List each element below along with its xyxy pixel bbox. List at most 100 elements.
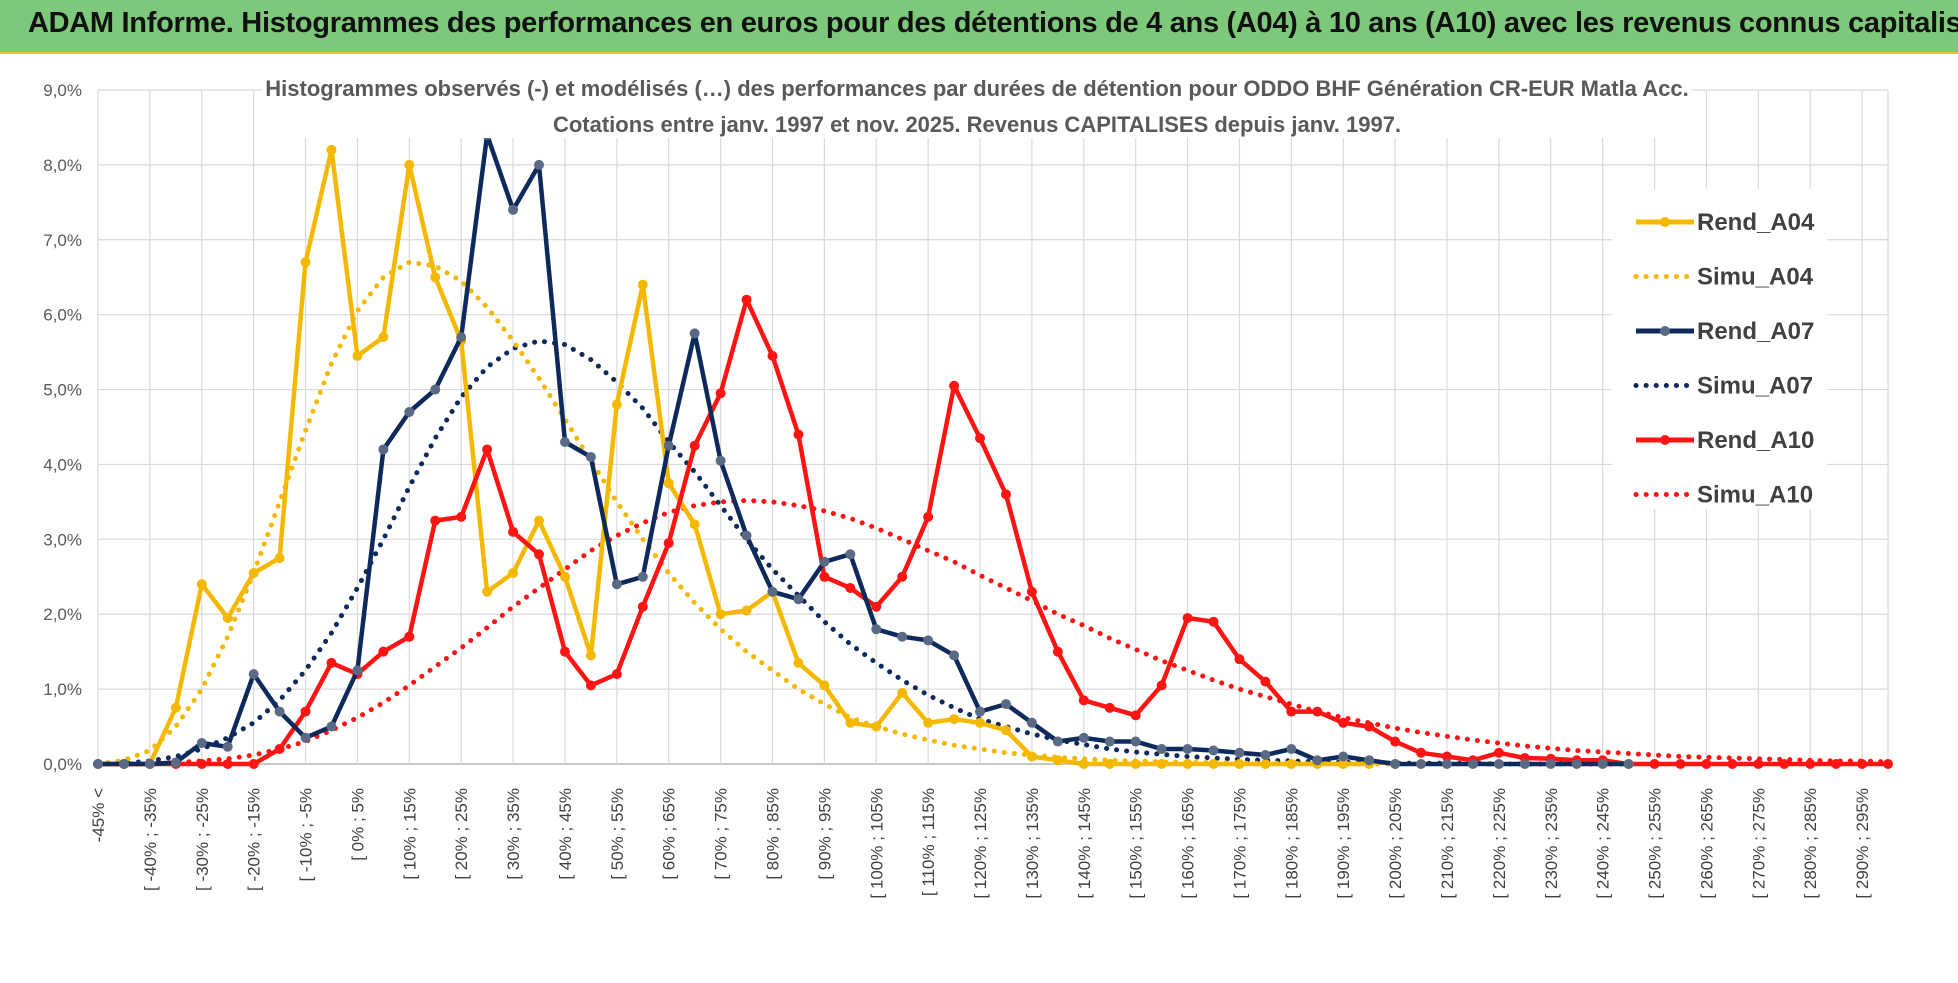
- data-point: [1649, 759, 1660, 769]
- x-tick-label: [ 110% ; 115%: [919, 788, 938, 896]
- data-point: [923, 717, 934, 728]
- x-tick-label: [ 130% ; 135%: [1023, 788, 1042, 899]
- data-point: [1182, 612, 1193, 623]
- data-point: [1260, 676, 1271, 687]
- series-line: [98, 297, 1888, 767]
- data-point: [482, 444, 493, 455]
- data-point: [1234, 654, 1245, 665]
- series-rend-a04: [93, 144, 1375, 769]
- x-tick-label: [ 220% ; 225%: [1490, 788, 1509, 899]
- data-point: [456, 332, 467, 343]
- data-point: [689, 519, 700, 530]
- data-point: [430, 515, 441, 526]
- x-tick-label: [ 290% ; 295%: [1853, 788, 1872, 899]
- data-point: [637, 571, 648, 582]
- x-tick-label: [ 170% ; 175%: [1230, 788, 1249, 899]
- data-point: [326, 144, 337, 155]
- x-tick-label: [ 70% ; 75%: [712, 788, 731, 880]
- data-point: [1234, 759, 1245, 769]
- data-point: [1000, 725, 1011, 736]
- data-point: [1026, 586, 1037, 597]
- data-point: [663, 478, 674, 489]
- data-point: [222, 741, 233, 752]
- x-tick-label: [ -20% ; -15%: [245, 788, 264, 891]
- y-tick-label: 3,0%: [43, 530, 82, 549]
- data-point: [1000, 489, 1011, 500]
- data-point: [352, 665, 363, 676]
- data-point: [897, 571, 908, 582]
- data-point: [378, 444, 389, 455]
- data-point: [170, 702, 181, 713]
- legend-marker: [1660, 435, 1670, 445]
- data-point: [741, 605, 752, 616]
- legend-item-rend-a07: Rend_A07: [1636, 318, 1814, 345]
- data-point: [274, 553, 285, 564]
- data-point: [611, 579, 622, 590]
- data-point: [118, 759, 129, 769]
- x-tick-label: [ -40% ; -35%: [141, 788, 160, 891]
- x-tick-label: -45% <: [89, 788, 108, 842]
- data-point: [1104, 736, 1115, 747]
- data-point: [404, 631, 415, 642]
- legend-box: [1612, 189, 1827, 509]
- data-point: [378, 332, 389, 343]
- legend-item-simu-a07: Simu_A07: [1633, 373, 1813, 400]
- data-point: [845, 549, 856, 560]
- data-point: [1883, 759, 1893, 769]
- data-point: [1052, 646, 1063, 657]
- data-point: [663, 538, 674, 549]
- title-banner: ADAM Informe. Histogrammes des performan…: [0, 0, 1958, 54]
- x-tick-label: [ -10% ; -5%: [297, 788, 316, 882]
- data-point: [819, 680, 830, 691]
- data-point: [1701, 759, 1712, 769]
- data-point: [196, 579, 207, 590]
- data-point: [1182, 759, 1193, 769]
- y-tick-label: 0,0%: [43, 755, 82, 774]
- data-point: [1467, 759, 1478, 769]
- data-point: [378, 646, 389, 657]
- data-point: [1597, 759, 1608, 769]
- data-point: [715, 609, 726, 620]
- data-point: [1156, 759, 1167, 769]
- data-point: [1779, 759, 1790, 769]
- data-point: [508, 204, 519, 215]
- data-point: [793, 594, 804, 605]
- data-point: [534, 515, 545, 526]
- data-point: [1364, 755, 1375, 766]
- data-point: [1286, 706, 1297, 717]
- data-point: [222, 759, 233, 769]
- series-layer: [93, 129, 1893, 769]
- legend-label: Rend_A10: [1697, 427, 1814, 454]
- data-point: [1104, 759, 1115, 769]
- data-point: [1675, 759, 1686, 769]
- data-point: [1441, 759, 1452, 769]
- data-point: [1831, 759, 1842, 769]
- data-point: [404, 407, 415, 418]
- data-point: [1156, 680, 1167, 691]
- data-point: [326, 657, 337, 668]
- data-point: [923, 635, 934, 646]
- x-tick-label: [ 30% ; 35%: [504, 788, 523, 880]
- data-point: [430, 272, 441, 283]
- data-point: [1416, 747, 1427, 758]
- data-point: [1234, 747, 1245, 758]
- data-point: [1727, 759, 1738, 769]
- x-tick-label: [ 90% ; 95%: [815, 788, 834, 880]
- data-point: [1286, 744, 1297, 755]
- data-point: [1390, 736, 1401, 747]
- y-tick-label: 1,0%: [43, 680, 82, 699]
- data-point: [689, 440, 700, 451]
- data-point: [871, 601, 882, 612]
- data-point: [1208, 745, 1219, 756]
- x-tick-label: [ 120% ; 125%: [971, 788, 990, 899]
- data-point: [1052, 755, 1063, 766]
- data-point: [845, 583, 856, 594]
- x-tick-label: [ 180% ; 185%: [1282, 788, 1301, 899]
- y-tick-label: 5,0%: [43, 381, 82, 400]
- series-line: [95, 338, 1632, 767]
- y-tick-label: 6,0%: [43, 306, 82, 325]
- data-point: [949, 380, 960, 391]
- data-point: [975, 706, 986, 717]
- legend-label: Rend_A07: [1697, 318, 1814, 345]
- data-point: [248, 669, 259, 680]
